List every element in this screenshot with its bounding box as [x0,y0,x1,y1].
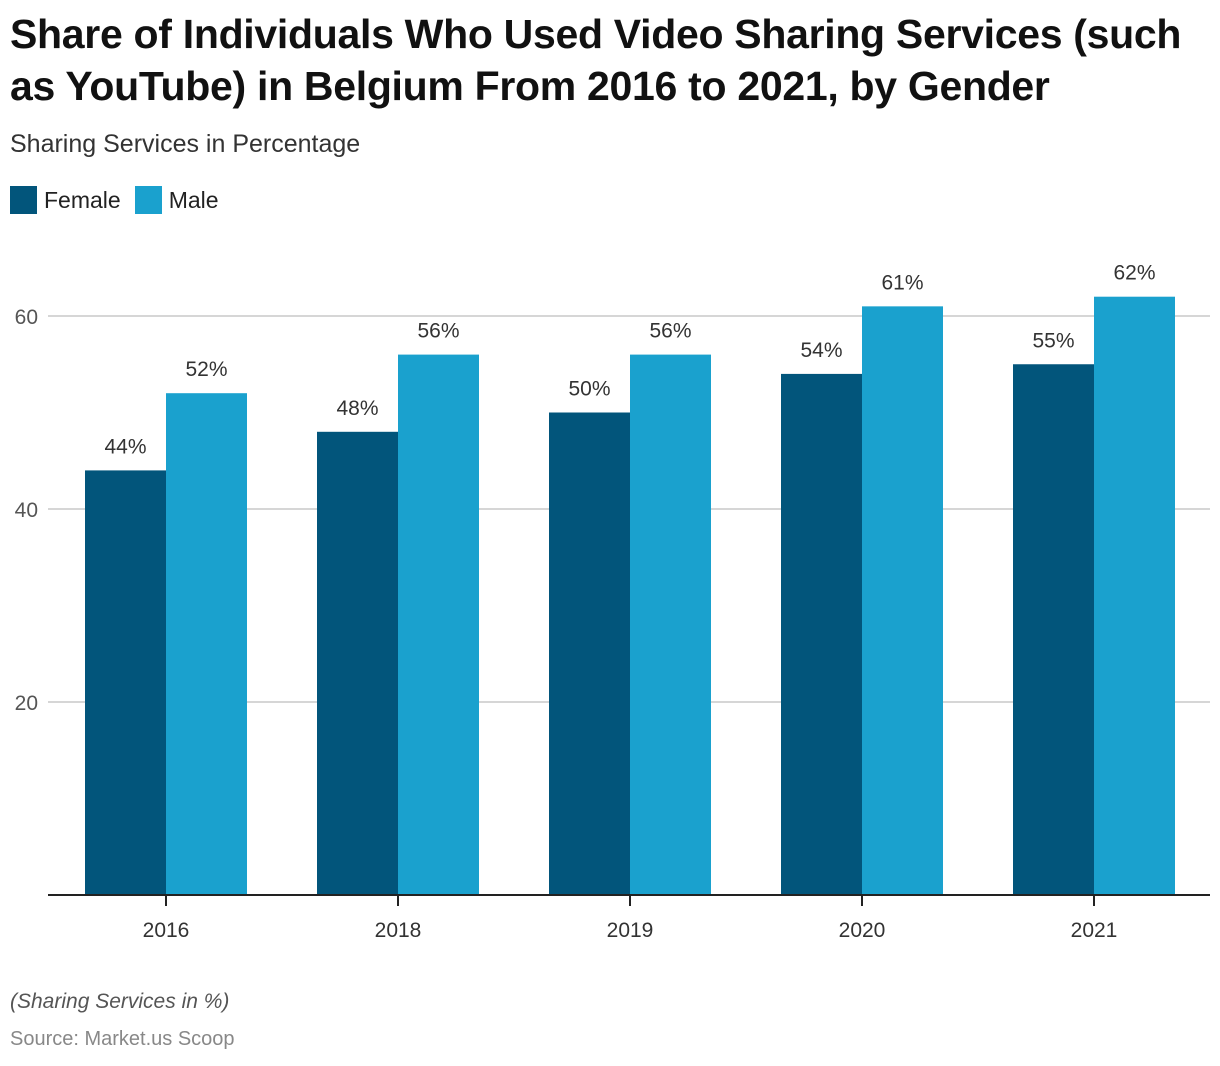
chart-subtitle: Sharing Services in Percentage [10,130,361,158]
chart-note: (Sharing Services in %) [10,990,230,1013]
legend-item-female[interactable]: Female [10,186,121,214]
x-tick-label: 2019 [607,919,654,942]
data-label: 44% [104,435,146,458]
data-label: 62% [1113,262,1155,285]
y-tick-label: 60 [15,306,38,329]
data-label: 61% [881,271,923,294]
bar-female[interactable] [549,412,630,896]
data-label: 55% [1032,329,1074,352]
x-tick-label: 2020 [839,919,886,942]
bar-male[interactable] [862,306,943,896]
chart-source: Source: Market.us Scoop [10,1028,235,1050]
bar-female[interactable] [1013,364,1094,895]
data-label: 56% [417,320,459,343]
x-tick-label: 2021 [1071,919,1118,942]
bar-male[interactable] [630,354,711,896]
bar-female[interactable] [781,373,862,895]
chart-title: Share of Individuals Who Used Video Shar… [10,11,1182,109]
data-label: 54% [800,339,842,362]
y-tick-label: 40 [15,499,38,522]
x-tick-label: 2016 [143,919,190,942]
legend-swatch-male [134,186,162,214]
data-label: 56% [649,320,691,343]
legend: Female Male [10,186,233,214]
bar-male[interactable] [1094,296,1175,895]
x-tick-label: 2018 [375,919,422,942]
legend-item-male[interactable]: Male [134,186,219,214]
bar-male[interactable] [398,354,479,896]
y-tick-label: 20 [15,692,38,715]
data-label: 50% [568,378,610,401]
bar-female[interactable] [85,470,166,895]
data-label: 52% [185,358,227,381]
bar-male[interactable] [166,393,247,895]
legend-label-female: Female [44,186,121,213]
legend-label-male: Male [168,186,219,213]
data-label: 48% [336,397,378,420]
legend-swatch-female [10,186,37,214]
bar-female[interactable] [317,431,398,895]
